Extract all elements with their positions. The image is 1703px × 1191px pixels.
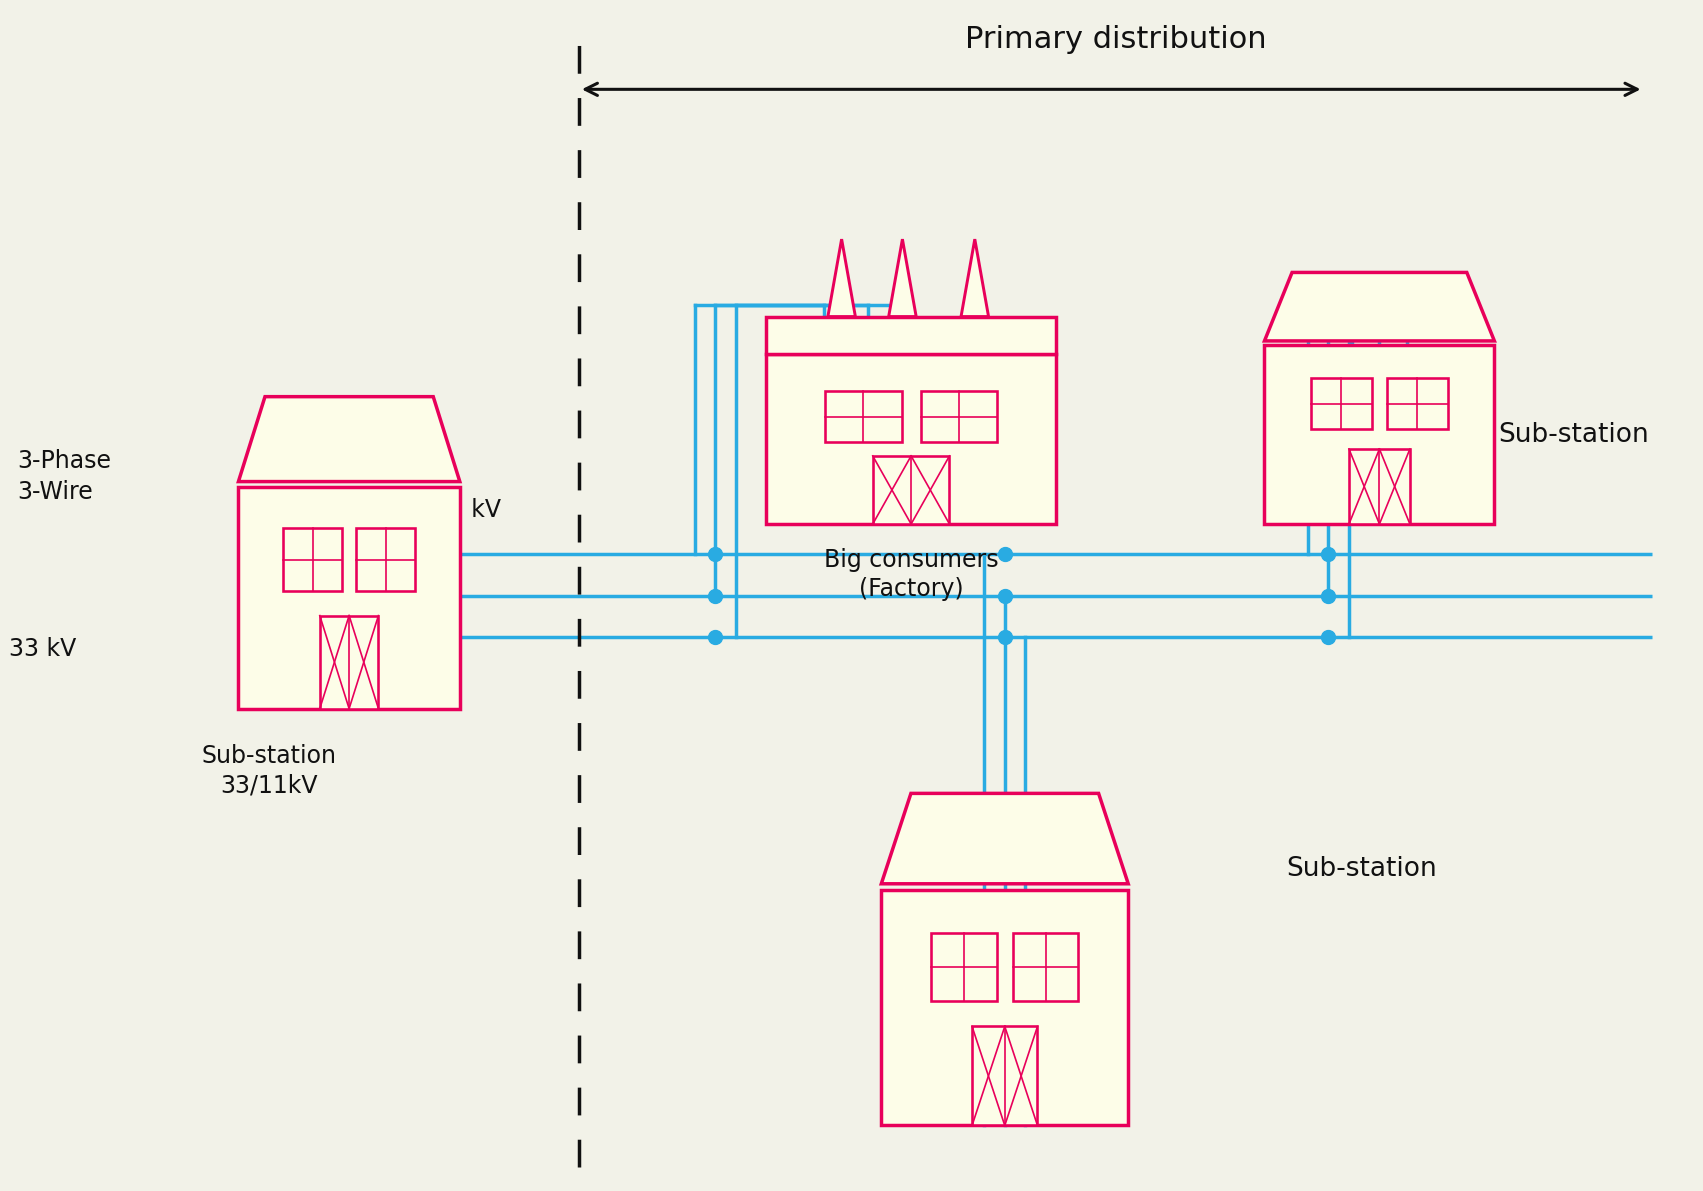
Bar — [972, 1027, 1037, 1125]
Bar — [882, 890, 1127, 1125]
Bar — [238, 487, 460, 709]
Text: Sub-station: Sub-station — [1286, 856, 1437, 883]
Bar — [1349, 449, 1410, 524]
Text: Big consumers
(Factory): Big consumers (Factory) — [824, 548, 998, 600]
Text: 33 kV: 33 kV — [9, 637, 75, 661]
Polygon shape — [960, 239, 988, 317]
Bar — [320, 616, 378, 709]
Polygon shape — [1264, 273, 1495, 341]
Bar — [1013, 934, 1078, 1000]
Text: Sub-station
33/11kV: Sub-station 33/11kV — [201, 744, 337, 797]
Bar — [356, 528, 416, 591]
Text: Sub-station: Sub-station — [1499, 422, 1650, 448]
Polygon shape — [828, 239, 855, 317]
Polygon shape — [882, 793, 1127, 884]
Bar — [1386, 379, 1448, 429]
Bar — [766, 317, 1056, 354]
Bar — [1311, 379, 1373, 429]
Polygon shape — [889, 239, 916, 317]
Text: 3-Phase
3-Wire: 3-Phase 3-Wire — [17, 449, 111, 504]
Text: Primary distribution: Primary distribution — [964, 25, 1267, 54]
Bar — [283, 528, 342, 591]
Bar — [1264, 345, 1495, 524]
Text: 11 kV: 11 kV — [434, 498, 501, 522]
Bar — [766, 354, 1056, 524]
Polygon shape — [238, 397, 460, 481]
Bar — [824, 391, 901, 442]
Bar — [932, 934, 996, 1000]
Bar — [921, 391, 998, 442]
Bar — [872, 456, 950, 524]
